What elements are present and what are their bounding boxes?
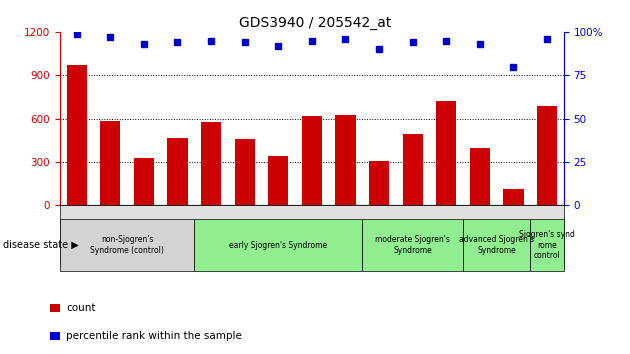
Bar	[100, 121, 120, 205]
Text: GDS3940 / 205542_at: GDS3940 / 205542_at	[239, 16, 391, 30]
Bar	[67, 65, 87, 205]
Text: count: count	[66, 303, 96, 313]
Bar	[302, 116, 322, 205]
Bar	[168, 138, 188, 205]
Bar	[436, 101, 456, 205]
Text: early Sjogren's Syndrome: early Sjogren's Syndrome	[229, 241, 328, 250]
Text: disease state ▶: disease state ▶	[3, 240, 79, 250]
Text: Sjogren's synd
rome
control: Sjogren's synd rome control	[519, 230, 575, 260]
Bar	[369, 160, 389, 205]
Bar	[503, 189, 524, 205]
Bar	[134, 158, 154, 205]
Bar	[268, 156, 289, 205]
Bar	[335, 115, 355, 205]
Bar	[470, 148, 490, 205]
Text: advanced Sjogren's
Syndrome: advanced Sjogren's Syndrome	[459, 235, 534, 255]
Text: percentile rank within the sample: percentile rank within the sample	[66, 331, 243, 341]
Bar	[234, 139, 255, 205]
Bar	[403, 135, 423, 205]
Bar	[201, 122, 221, 205]
Bar	[537, 105, 557, 205]
Text: non-Sjogren's
Syndrome (control): non-Sjogren's Syndrome (control)	[90, 235, 164, 255]
Text: moderate Sjogren's
Syndrome: moderate Sjogren's Syndrome	[375, 235, 450, 255]
